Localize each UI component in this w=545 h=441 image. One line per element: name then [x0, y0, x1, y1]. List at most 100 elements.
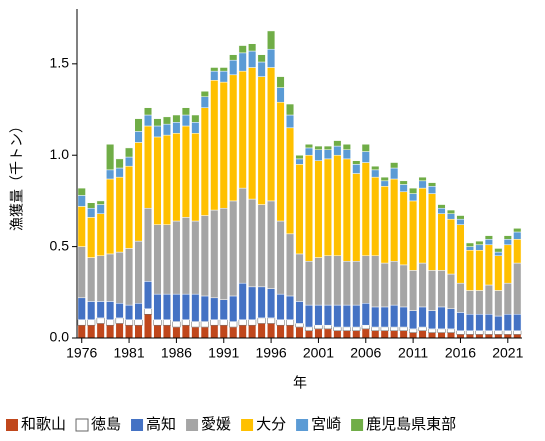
y-tick-label: 0.5 — [50, 237, 70, 253]
bar-segment — [87, 217, 96, 258]
bar-segment — [456, 312, 465, 331]
bar-segment — [115, 251, 124, 304]
bar-segment — [437, 328, 446, 333]
bar-segment — [418, 180, 427, 189]
bar-segment — [162, 293, 171, 320]
bar-segment — [494, 330, 503, 335]
bar-segment — [191, 133, 200, 222]
bar-segment — [77, 319, 86, 326]
bar-segment — [342, 330, 351, 339]
bar-segment — [437, 213, 446, 271]
bar-segment — [257, 204, 266, 288]
bar-segment — [314, 328, 323, 339]
bar-segment — [446, 308, 456, 330]
bar-segment — [465, 334, 474, 339]
bar-segment — [238, 45, 247, 54]
bar-segment — [465, 242, 474, 247]
bar-segment — [295, 253, 304, 302]
x-tick-label: 2001 — [303, 345, 334, 361]
bar-segment — [200, 326, 209, 339]
x-tick-label: 2016 — [445, 345, 476, 361]
bar-segment — [134, 303, 143, 320]
bar-segment — [323, 145, 332, 150]
bar-segment — [285, 233, 295, 297]
bar-segment — [475, 334, 484, 339]
bar-segment — [267, 30, 276, 50]
bar-segment — [143, 207, 153, 282]
bar-segment — [106, 178, 115, 255]
bar-segment — [181, 107, 190, 116]
bar-segment — [323, 255, 332, 306]
bar-segment — [191, 293, 200, 322]
bar-segment — [276, 293, 285, 320]
bar-segment — [465, 290, 474, 315]
legend-swatch — [296, 419, 309, 431]
bar-segment — [446, 332, 456, 339]
bar-segment — [475, 250, 484, 291]
bar-segment — [210, 319, 219, 326]
bar-segment — [87, 319, 96, 326]
bar-segment — [446, 218, 456, 275]
x-tick-label: 1976 — [66, 345, 97, 361]
bar-segment — [380, 326, 389, 331]
bar-segment — [181, 324, 190, 339]
bar-segment — [143, 125, 153, 209]
bar-segment — [399, 326, 408, 331]
bar-segment — [371, 306, 380, 328]
legend-swatch — [6, 419, 18, 431]
bar-segment — [446, 273, 456, 310]
bar-segment — [219, 324, 228, 339]
bar-segment — [229, 59, 238, 76]
bar-segment — [371, 255, 380, 308]
bar-segment — [153, 118, 162, 127]
legend-label: 徳島 — [91, 416, 121, 433]
bar-segment — [125, 304, 134, 320]
bar-segment — [106, 301, 115, 320]
legend-swatch — [75, 418, 89, 432]
bar-segment — [276, 76, 285, 88]
bar-segment — [200, 321, 209, 328]
bar-segment — [494, 248, 503, 253]
bar-segment — [399, 264, 408, 308]
bar-segment — [162, 123, 171, 136]
bar-segment — [191, 220, 200, 295]
bar-segment — [210, 67, 219, 72]
bar-segment — [172, 114, 181, 123]
bar-segment — [437, 207, 446, 214]
bar-segment — [77, 246, 86, 299]
bar-segment — [371, 169, 380, 178]
bar-segment — [125, 319, 134, 326]
bar-segment — [409, 193, 418, 202]
bar-segment — [276, 87, 285, 103]
bar-segment — [409, 187, 418, 194]
bar-segment — [503, 313, 512, 331]
bar-segment — [238, 52, 247, 72]
bar-segment — [446, 213, 456, 220]
bar-segment — [342, 260, 351, 306]
bar-segment — [285, 114, 295, 129]
y-tick-label: 1.0 — [50, 146, 70, 162]
bar-segment — [361, 328, 370, 339]
bar-segment — [399, 191, 408, 266]
bar-segment — [172, 122, 181, 134]
bar-segment — [200, 107, 209, 216]
bar-segment — [428, 332, 437, 339]
bar-segment — [134, 118, 143, 132]
bar-segment — [267, 323, 276, 339]
legend-swatch — [351, 419, 364, 431]
bar-segment — [200, 215, 209, 297]
bar-segment — [323, 158, 332, 256]
bar-segment — [475, 240, 484, 246]
bar-segment — [219, 70, 228, 83]
bar-segment — [456, 330, 465, 335]
bar-segment — [437, 332, 446, 339]
bar-segment — [418, 187, 427, 264]
bar-segment — [172, 293, 181, 322]
bar-segment — [503, 282, 512, 315]
bar-segment — [503, 334, 512, 339]
bar-segment — [248, 67, 257, 200]
bar-segment — [162, 134, 171, 225]
bar-segment — [77, 297, 86, 320]
bar-segment — [342, 304, 351, 328]
bar-segment — [162, 324, 171, 339]
